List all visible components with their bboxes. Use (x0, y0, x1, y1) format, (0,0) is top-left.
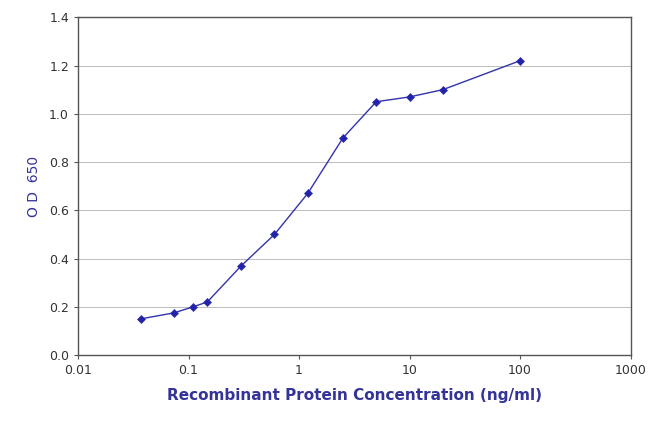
Y-axis label: O D  650: O D 650 (27, 155, 41, 217)
X-axis label: Recombinant Protein Concentration (ng/ml): Recombinant Protein Concentration (ng/ml… (167, 388, 541, 403)
